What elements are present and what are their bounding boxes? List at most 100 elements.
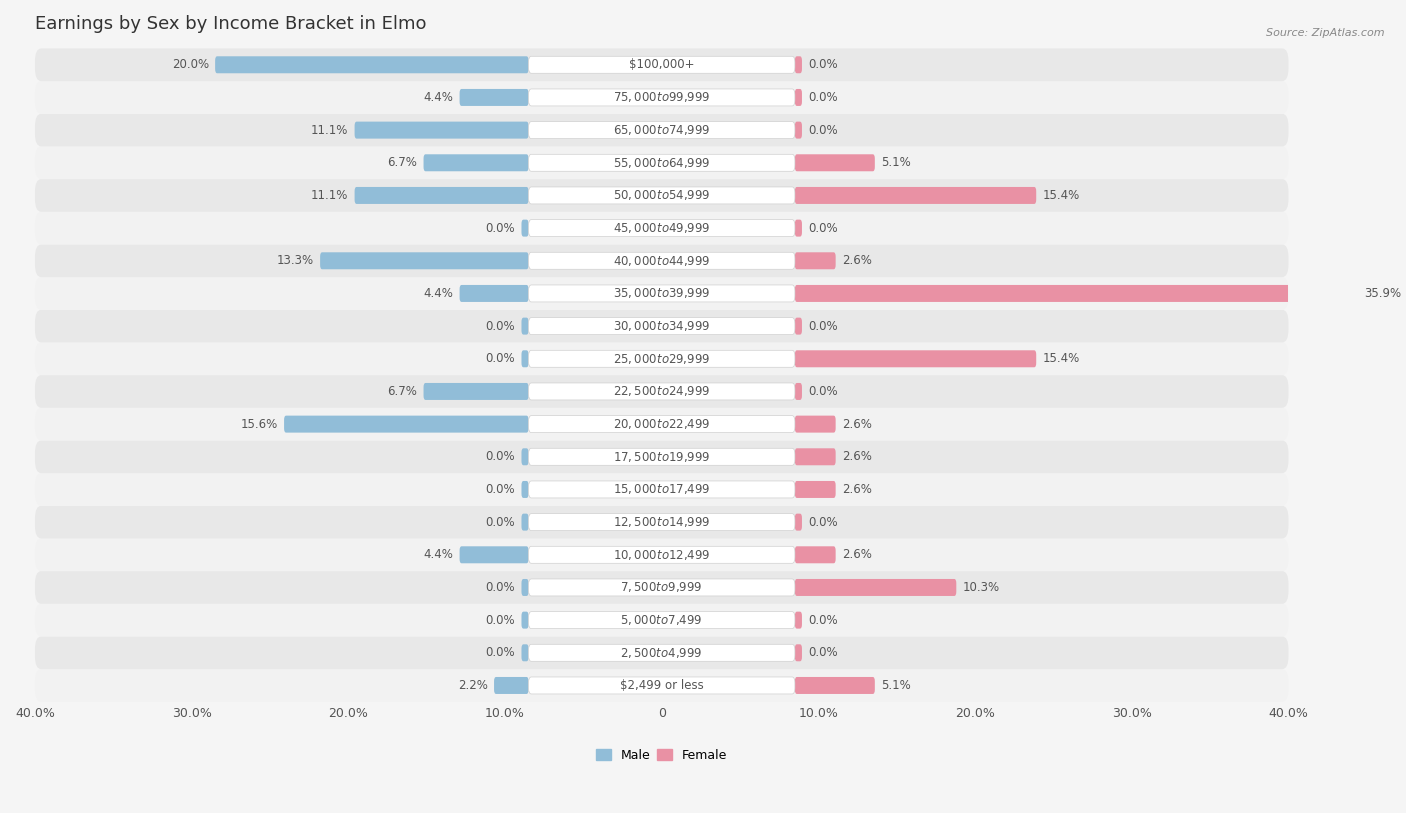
- FancyBboxPatch shape: [529, 285, 794, 302]
- FancyBboxPatch shape: [522, 611, 529, 628]
- FancyBboxPatch shape: [529, 481, 794, 498]
- FancyBboxPatch shape: [794, 285, 1357, 302]
- Text: 2.6%: 2.6%: [842, 254, 872, 267]
- Text: 5.1%: 5.1%: [882, 156, 911, 169]
- FancyBboxPatch shape: [35, 538, 1288, 571]
- Text: $15,000 to $17,499: $15,000 to $17,499: [613, 482, 710, 497]
- Text: 6.7%: 6.7%: [388, 385, 418, 398]
- FancyBboxPatch shape: [423, 154, 529, 172]
- FancyBboxPatch shape: [529, 154, 794, 172]
- FancyBboxPatch shape: [354, 122, 529, 138]
- FancyBboxPatch shape: [794, 89, 801, 106]
- FancyBboxPatch shape: [35, 211, 1288, 245]
- FancyBboxPatch shape: [35, 49, 1288, 81]
- FancyBboxPatch shape: [529, 514, 794, 531]
- FancyBboxPatch shape: [35, 571, 1288, 604]
- Text: $35,000 to $39,999: $35,000 to $39,999: [613, 286, 710, 301]
- FancyBboxPatch shape: [529, 677, 794, 694]
- Text: 0.0%: 0.0%: [808, 124, 838, 137]
- FancyBboxPatch shape: [529, 350, 794, 367]
- Text: 4.4%: 4.4%: [423, 91, 453, 104]
- Legend: Male, Female: Male, Female: [591, 744, 733, 767]
- Text: 20.0%: 20.0%: [172, 59, 209, 72]
- FancyBboxPatch shape: [35, 637, 1288, 669]
- FancyBboxPatch shape: [529, 415, 794, 433]
- FancyBboxPatch shape: [529, 122, 794, 138]
- FancyBboxPatch shape: [35, 408, 1288, 441]
- Text: $65,000 to $74,999: $65,000 to $74,999: [613, 123, 710, 137]
- FancyBboxPatch shape: [529, 546, 794, 563]
- Text: $7,500 to $9,999: $7,500 to $9,999: [620, 580, 703, 594]
- Text: 0.0%: 0.0%: [808, 222, 838, 235]
- Text: $75,000 to $99,999: $75,000 to $99,999: [613, 90, 710, 104]
- Text: 0.0%: 0.0%: [485, 320, 515, 333]
- FancyBboxPatch shape: [794, 154, 875, 172]
- FancyBboxPatch shape: [794, 122, 801, 138]
- Text: $40,000 to $44,999: $40,000 to $44,999: [613, 254, 710, 267]
- FancyBboxPatch shape: [794, 187, 1036, 204]
- FancyBboxPatch shape: [794, 415, 835, 433]
- FancyBboxPatch shape: [794, 318, 801, 335]
- FancyBboxPatch shape: [529, 252, 794, 269]
- Text: 2.6%: 2.6%: [842, 548, 872, 561]
- FancyBboxPatch shape: [522, 220, 529, 237]
- Text: 0.0%: 0.0%: [485, 483, 515, 496]
- Text: $45,000 to $49,999: $45,000 to $49,999: [613, 221, 710, 235]
- FancyBboxPatch shape: [460, 89, 529, 106]
- FancyBboxPatch shape: [522, 579, 529, 596]
- Text: $20,000 to $22,499: $20,000 to $22,499: [613, 417, 710, 431]
- Text: 6.7%: 6.7%: [388, 156, 418, 169]
- FancyBboxPatch shape: [522, 481, 529, 498]
- Text: $22,500 to $24,999: $22,500 to $24,999: [613, 385, 710, 398]
- FancyBboxPatch shape: [529, 579, 794, 596]
- FancyBboxPatch shape: [35, 245, 1288, 277]
- FancyBboxPatch shape: [529, 448, 794, 465]
- Text: $2,499 or less: $2,499 or less: [620, 679, 703, 692]
- FancyBboxPatch shape: [35, 473, 1288, 506]
- FancyBboxPatch shape: [794, 56, 801, 73]
- Text: 0.0%: 0.0%: [808, 385, 838, 398]
- Text: 13.3%: 13.3%: [277, 254, 314, 267]
- FancyBboxPatch shape: [529, 187, 794, 204]
- FancyBboxPatch shape: [284, 415, 529, 433]
- FancyBboxPatch shape: [215, 56, 529, 73]
- Text: Earnings by Sex by Income Bracket in Elmo: Earnings by Sex by Income Bracket in Elm…: [35, 15, 426, 33]
- Text: 0.0%: 0.0%: [808, 91, 838, 104]
- Text: 0.0%: 0.0%: [808, 646, 838, 659]
- FancyBboxPatch shape: [794, 350, 1036, 367]
- FancyBboxPatch shape: [794, 579, 956, 596]
- Text: $50,000 to $54,999: $50,000 to $54,999: [613, 189, 710, 202]
- FancyBboxPatch shape: [794, 677, 875, 694]
- FancyBboxPatch shape: [460, 546, 529, 563]
- FancyBboxPatch shape: [529, 383, 794, 400]
- FancyBboxPatch shape: [529, 611, 794, 628]
- Text: $100,000+: $100,000+: [628, 59, 695, 72]
- Text: 0.0%: 0.0%: [485, 614, 515, 627]
- FancyBboxPatch shape: [423, 383, 529, 400]
- Text: 0.0%: 0.0%: [808, 320, 838, 333]
- FancyBboxPatch shape: [529, 56, 794, 73]
- Text: 2.6%: 2.6%: [842, 450, 872, 463]
- FancyBboxPatch shape: [522, 448, 529, 465]
- Text: 35.9%: 35.9%: [1364, 287, 1400, 300]
- Text: 4.4%: 4.4%: [423, 548, 453, 561]
- Text: 15.4%: 15.4%: [1042, 189, 1080, 202]
- FancyBboxPatch shape: [35, 506, 1288, 538]
- FancyBboxPatch shape: [794, 220, 801, 237]
- FancyBboxPatch shape: [794, 611, 801, 628]
- Text: 0.0%: 0.0%: [485, 222, 515, 235]
- FancyBboxPatch shape: [529, 645, 794, 661]
- Text: $2,500 to $4,999: $2,500 to $4,999: [620, 646, 703, 660]
- FancyBboxPatch shape: [794, 514, 801, 531]
- FancyBboxPatch shape: [529, 220, 794, 237]
- FancyBboxPatch shape: [522, 645, 529, 661]
- FancyBboxPatch shape: [794, 481, 835, 498]
- FancyBboxPatch shape: [35, 179, 1288, 211]
- Text: 2.2%: 2.2%: [458, 679, 488, 692]
- Text: 0.0%: 0.0%: [808, 59, 838, 72]
- FancyBboxPatch shape: [529, 89, 794, 106]
- FancyBboxPatch shape: [522, 350, 529, 367]
- Text: 0.0%: 0.0%: [485, 450, 515, 463]
- Text: 0.0%: 0.0%: [485, 581, 515, 594]
- Text: 4.4%: 4.4%: [423, 287, 453, 300]
